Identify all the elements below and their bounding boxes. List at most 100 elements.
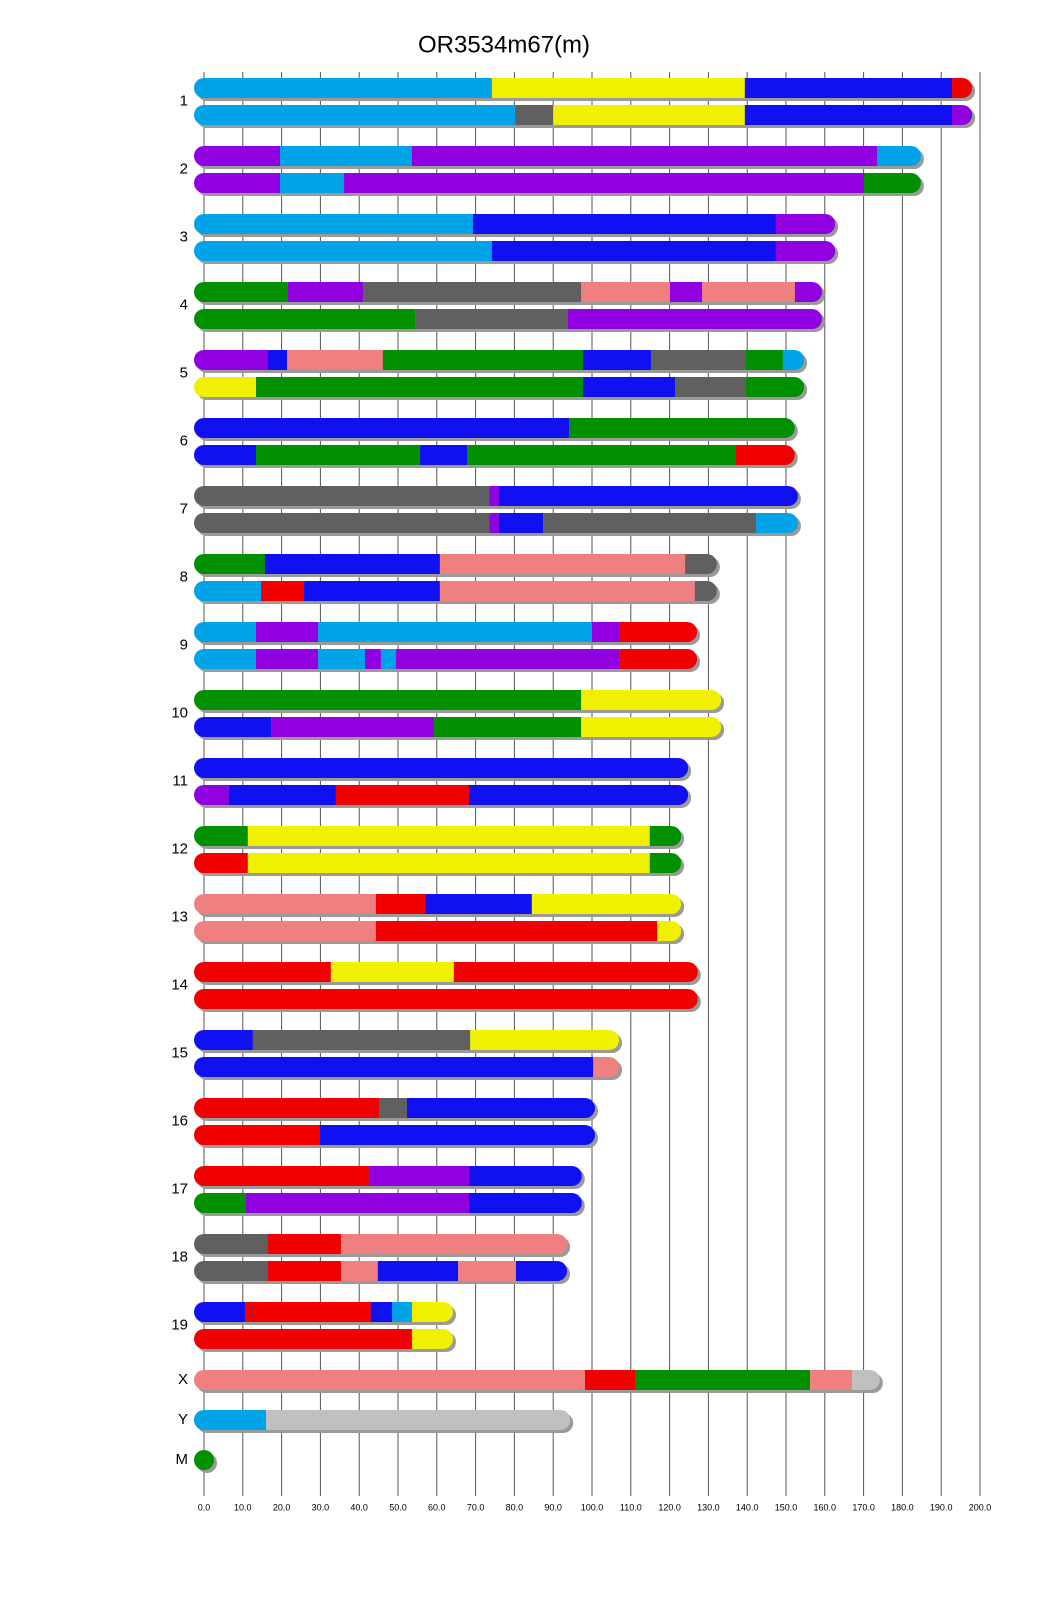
segment — [194, 214, 473, 234]
segment — [194, 785, 229, 805]
segment — [318, 649, 366, 669]
segment — [952, 78, 973, 98]
segment — [228, 785, 336, 805]
segment — [304, 581, 440, 601]
haplotype — [194, 581, 717, 601]
segment — [378, 1098, 407, 1118]
segment — [194, 649, 256, 669]
haplotype — [194, 1057, 620, 1077]
segment — [746, 377, 805, 397]
segment — [194, 241, 492, 261]
segment — [245, 1193, 470, 1213]
segment — [685, 554, 717, 574]
segment — [406, 1098, 596, 1118]
segment — [650, 350, 747, 370]
segment — [194, 622, 256, 642]
haplotype — [194, 962, 698, 982]
segment — [863, 173, 921, 193]
segment — [569, 418, 795, 438]
haplotype — [194, 309, 822, 329]
segment — [675, 377, 747, 397]
segment — [194, 445, 256, 465]
segment — [649, 853, 682, 873]
haplotype — [194, 1302, 454, 1322]
segment — [363, 282, 582, 302]
segment — [194, 758, 689, 778]
segment — [271, 717, 435, 737]
segment — [411, 1329, 454, 1349]
segment — [194, 146, 281, 166]
segment — [194, 1302, 246, 1322]
haplotype — [194, 1193, 582, 1213]
segment — [392, 1302, 412, 1322]
chromosome-label: 3 — [180, 228, 188, 245]
haplotype — [194, 214, 836, 234]
haplotype — [194, 513, 798, 533]
haplotype — [194, 1370, 880, 1390]
segment — [375, 894, 426, 914]
segment — [794, 282, 822, 302]
x-tick-label: 90.0 — [544, 1502, 562, 1512]
haplotype — [194, 282, 822, 302]
segment — [491, 241, 776, 261]
segment — [377, 1261, 459, 1281]
x-tick-label: 190.0 — [930, 1502, 953, 1512]
chromosome-label: X — [178, 1371, 188, 1388]
segment — [515, 105, 554, 125]
segment — [252, 1030, 471, 1050]
haplotype — [194, 785, 689, 805]
segment — [420, 445, 468, 465]
x-tick-label: 200.0 — [969, 1502, 992, 1512]
segment — [268, 350, 288, 370]
chromosome-label: 17 — [171, 1180, 188, 1197]
segment — [287, 350, 383, 370]
segment — [264, 554, 440, 574]
segment — [194, 78, 492, 98]
chromosome-label: 4 — [180, 296, 188, 313]
segment — [194, 853, 248, 873]
segment — [735, 445, 795, 465]
segment — [194, 1030, 253, 1050]
haplotype — [194, 758, 689, 778]
segment — [365, 649, 381, 669]
x-tick-label: 30.0 — [312, 1502, 330, 1512]
segment — [247, 853, 650, 873]
segment — [194, 894, 376, 914]
haplotype — [194, 622, 698, 642]
segment — [194, 1166, 369, 1186]
chromosome-label: 18 — [171, 1248, 188, 1265]
haplotype — [194, 146, 921, 166]
segment — [194, 717, 272, 737]
segment — [583, 377, 676, 397]
x-tick-label: 120.0 — [658, 1502, 681, 1512]
segment — [531, 894, 682, 914]
segment — [553, 105, 745, 125]
haplotype — [194, 105, 973, 125]
x-tick-label: 140.0 — [736, 1502, 759, 1512]
haplotype — [194, 1329, 454, 1349]
segment — [194, 1410, 267, 1430]
segment — [543, 513, 757, 533]
segment — [194, 962, 331, 982]
chromosome-label: 11 — [172, 772, 188, 789]
segment — [287, 282, 364, 302]
segment — [194, 921, 376, 941]
segment — [194, 581, 262, 601]
segment — [194, 418, 570, 438]
segment — [952, 105, 973, 125]
x-tick-label: 150.0 — [775, 1502, 798, 1512]
chromosome-label: 14 — [171, 976, 188, 993]
haplotype — [194, 1030, 620, 1050]
segment — [619, 622, 698, 642]
chromosome-label: 2 — [180, 160, 188, 177]
segment — [280, 146, 412, 166]
segment — [439, 581, 695, 601]
segment — [581, 717, 722, 737]
segment — [396, 649, 620, 669]
segment — [877, 146, 921, 166]
segment — [756, 513, 798, 533]
segment — [375, 921, 658, 941]
segment — [194, 1450, 214, 1470]
segment — [567, 309, 822, 329]
segment — [694, 581, 717, 601]
